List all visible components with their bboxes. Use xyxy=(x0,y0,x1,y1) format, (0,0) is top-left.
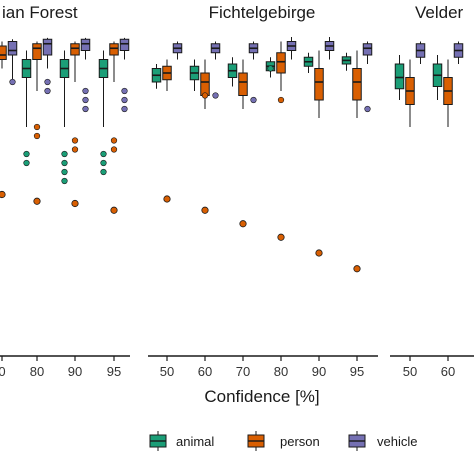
box-group xyxy=(227,41,259,228)
x-tick-label: 90 xyxy=(68,364,82,379)
marker-point xyxy=(353,265,361,273)
outlier-point xyxy=(82,105,89,113)
box-person xyxy=(32,43,42,60)
marker-point xyxy=(71,199,79,208)
marker-point xyxy=(33,197,41,205)
x-tick-label: 70 xyxy=(236,364,250,379)
outlier-point xyxy=(44,87,51,95)
outlier-point xyxy=(121,96,128,104)
box-group xyxy=(151,41,183,203)
box-person xyxy=(200,72,210,96)
legend-item-vehicle: vehicle xyxy=(348,431,417,451)
box-person xyxy=(314,68,324,101)
box-person xyxy=(0,45,7,60)
legend: animal person vehicle xyxy=(149,431,417,451)
outlier-point xyxy=(71,146,79,153)
legend-item-person: person xyxy=(247,431,320,451)
outlier-point xyxy=(277,96,285,104)
x-tick-label: 50 xyxy=(403,364,417,379)
panel-3: Velder 50 60 xyxy=(390,3,474,379)
outlier-point xyxy=(100,159,107,167)
box-group xyxy=(189,41,221,214)
box-animal xyxy=(394,63,405,90)
outlier-point xyxy=(61,159,68,167)
outlier-point xyxy=(61,177,68,185)
box-group xyxy=(303,37,335,257)
box-person xyxy=(109,43,119,56)
outlier-point xyxy=(33,123,41,131)
marker-point xyxy=(239,220,247,228)
outlier-point xyxy=(121,87,128,95)
panels-layer: ian Forest 0 80 90 95 Fichtelgebirge 50 60 70 80 9… xyxy=(0,3,474,379)
box-group xyxy=(21,37,53,205)
outlier-point xyxy=(121,105,128,113)
x-tick-label: 80 xyxy=(274,364,288,379)
legend-item-animal: animal xyxy=(149,431,214,451)
legend-label: person xyxy=(280,434,320,449)
outlier-point xyxy=(201,92,209,99)
outlier-point xyxy=(44,78,51,86)
marker-point xyxy=(110,206,118,214)
x-tick-label: 60 xyxy=(198,364,212,379)
box-group xyxy=(394,41,426,127)
panel-title: ian Forest xyxy=(2,3,78,22)
box-group xyxy=(341,41,373,273)
x-tick-label: 0 xyxy=(0,364,6,379)
outlier-point xyxy=(82,87,89,95)
outlier-point xyxy=(110,137,118,144)
outlier-point xyxy=(23,159,30,167)
outlier-point xyxy=(61,168,68,176)
box-vehicle xyxy=(42,38,53,56)
box-person xyxy=(70,43,80,56)
box-group xyxy=(0,39,18,199)
x-tick-label: 90 xyxy=(312,364,326,379)
box-vehicle xyxy=(362,43,373,56)
box-group xyxy=(98,37,130,214)
marker-point xyxy=(163,195,171,203)
marker-point xyxy=(0,190,6,199)
x-tick-label: 95 xyxy=(350,364,364,379)
panel-title: Fichtelgebirge xyxy=(209,3,316,22)
box-vehicle xyxy=(119,38,130,51)
outlier-point xyxy=(100,150,107,158)
box-group xyxy=(265,37,297,241)
box-vehicle xyxy=(80,38,91,51)
legend-label: vehicle xyxy=(377,434,417,449)
outlier-point xyxy=(364,105,371,113)
panel-1: ian Forest 0 80 90 95 xyxy=(0,3,130,379)
box-group xyxy=(432,41,464,127)
box-person xyxy=(352,68,362,101)
outlier-point xyxy=(212,92,219,99)
x-tick-label: 50 xyxy=(160,364,174,379)
box-person xyxy=(276,52,286,74)
outlier-point xyxy=(100,168,107,176)
outlier-point xyxy=(82,96,89,104)
outlier-point xyxy=(61,150,68,158)
outlier-point xyxy=(110,146,118,153)
box-vehicle xyxy=(7,41,18,56)
box-person xyxy=(238,72,248,96)
marker-point xyxy=(201,206,209,214)
legend-label: animal xyxy=(176,434,214,449)
outlier-point xyxy=(267,65,274,72)
outlier-point xyxy=(33,132,41,140)
x-tick-label: 60 xyxy=(441,364,455,379)
outlier-point xyxy=(250,96,257,104)
panel-2: Fichtelgebirge 50 60 70 80 90 95 xyxy=(148,3,378,379)
outlier-point xyxy=(71,137,79,144)
panel-title: Velder xyxy=(415,3,464,22)
x-axis-label: Confidence [%] xyxy=(204,387,319,406)
outlier-point xyxy=(9,78,16,86)
box-group xyxy=(59,37,91,208)
outlier-point xyxy=(23,150,30,158)
marker-point xyxy=(315,249,323,257)
x-tick-label: 95 xyxy=(107,364,121,379)
x-tick-label: 80 xyxy=(30,364,44,379)
marker-point xyxy=(277,233,285,241)
